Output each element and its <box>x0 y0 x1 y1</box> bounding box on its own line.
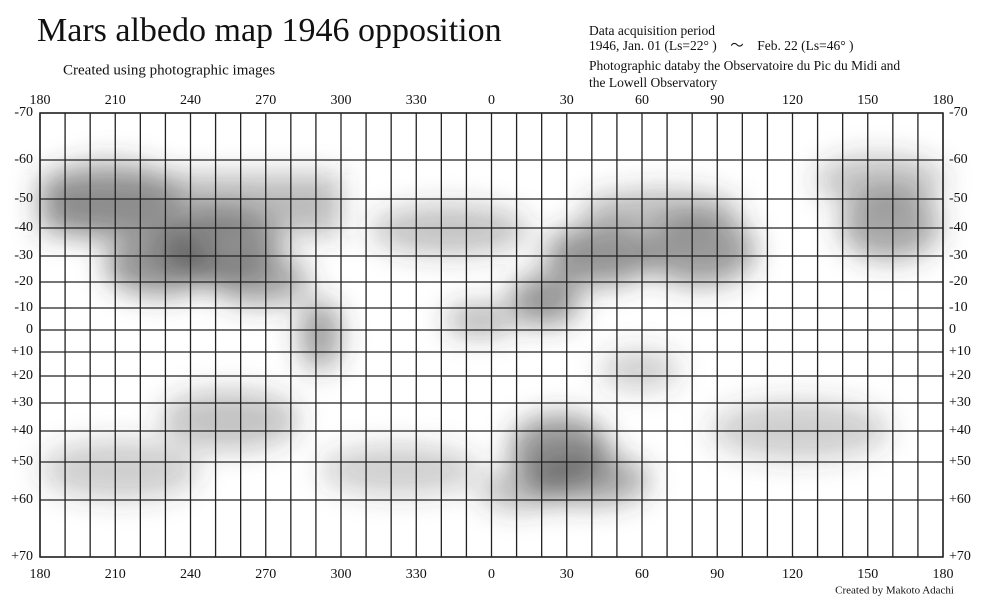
latitude-label-right: -60 <box>949 152 968 167</box>
longitude-label-top: 300 <box>331 93 352 108</box>
longitude-label-top: 330 <box>406 93 427 108</box>
latitude-label-left: 0 <box>26 322 33 337</box>
latitude-label-left: +50 <box>11 454 33 469</box>
longitude-label-top: 0 <box>488 93 495 108</box>
longitude-label-top: 150 <box>857 93 878 108</box>
info-line: the Lowell Observatory <box>589 75 717 90</box>
info-line: 1946, Jan. 01 (Ls=22° ) ～ Feb. 22 (Ls=46… <box>589 38 854 53</box>
longitude-label-bottom: 300 <box>331 567 352 582</box>
longitude-label-top: 30 <box>560 93 574 108</box>
latitude-label-right: +20 <box>949 368 971 383</box>
longitude-label-top: 120 <box>782 93 803 108</box>
latitude-label-left: -10 <box>14 300 33 315</box>
credit: Created by Makoto Adachi <box>835 585 954 597</box>
longitude-label-top: 180 <box>30 93 51 108</box>
latitude-label-right: 0 <box>949 322 956 337</box>
longitude-label-top: 90 <box>710 93 724 108</box>
longitude-label-top: 60 <box>635 93 649 108</box>
longitude-label-bottom: 150 <box>857 567 878 582</box>
latitude-label-right: +40 <box>949 423 971 438</box>
longitude-label-bottom: 330 <box>406 567 427 582</box>
longitude-label-top: 240 <box>180 93 201 108</box>
longitude-label-bottom: 0 <box>488 567 495 582</box>
longitude-label-bottom: 120 <box>782 567 803 582</box>
latitude-label-left: +30 <box>11 395 33 410</box>
latitude-label-left: -70 <box>14 105 33 120</box>
longitude-label-bottom: 60 <box>635 567 649 582</box>
axis-labels: 1801802102102402402702703003003303300030… <box>11 93 971 582</box>
longitude-label-bottom: 180 <box>30 567 51 582</box>
map-frame <box>39 112 944 558</box>
subtitle: Created using photographic images <box>63 62 275 78</box>
latitude-label-left: -60 <box>14 152 33 167</box>
longitude-label-bottom: 180 <box>933 567 954 582</box>
longitude-label-top: 180 <box>933 93 954 108</box>
longitude-label-top: 270 <box>255 93 276 108</box>
latitude-label-left: -30 <box>14 248 33 263</box>
longitude-label-bottom: 30 <box>560 567 574 582</box>
latitude-label-left: -20 <box>14 274 33 289</box>
latitude-label-right: +50 <box>949 454 971 469</box>
latitude-label-left: +60 <box>11 492 33 507</box>
latitude-label-right: +10 <box>949 344 971 359</box>
latitude-label-right: -40 <box>949 220 968 235</box>
longitude-label-bottom: 270 <box>255 567 276 582</box>
latitude-label-left: -50 <box>14 191 33 206</box>
latitude-label-right: -70 <box>949 105 968 120</box>
latitude-label-right: +60 <box>949 492 971 507</box>
latitude-label-right: -50 <box>949 191 968 206</box>
latitude-label-left: +10 <box>11 344 33 359</box>
latitude-label-left: +40 <box>11 423 33 438</box>
latitude-label-right: -30 <box>949 248 968 263</box>
latitude-label-right: -20 <box>949 274 968 289</box>
longitude-label-top: 210 <box>105 93 126 108</box>
info-line: Data acquisition period <box>589 23 715 38</box>
latitude-label-left: +70 <box>11 549 33 564</box>
title: Mars albedo map 1946 opposition <box>37 12 502 49</box>
longitude-label-bottom: 210 <box>105 567 126 582</box>
longitude-label-bottom: 90 <box>710 567 724 582</box>
latitude-label-right: +30 <box>949 395 971 410</box>
latitude-label-right: +70 <box>949 549 971 564</box>
latitude-label-left: +20 <box>11 368 33 383</box>
latitude-label-left: -40 <box>14 220 33 235</box>
longitude-label-bottom: 240 <box>180 567 201 582</box>
latitude-label-right: -10 <box>949 300 968 315</box>
info-line: Photographic databy the Observatoire du … <box>589 58 900 73</box>
